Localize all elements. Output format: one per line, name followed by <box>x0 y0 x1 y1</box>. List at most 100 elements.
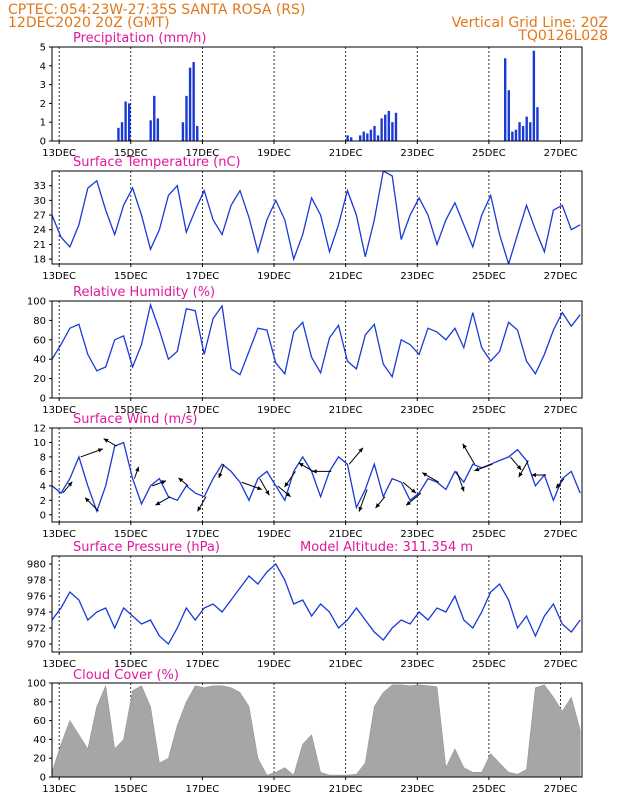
precip-bar <box>525 116 528 141</box>
precip-bar <box>362 131 365 141</box>
precip-bar <box>521 125 525 141</box>
y-tick-label: 80 <box>33 697 46 708</box>
x-tick-label: 13DEC <box>42 529 76 540</box>
pressure-plot <box>52 562 581 646</box>
y-tick-label: 20 <box>33 374 46 385</box>
x-tick-label: 25DEC <box>472 784 506 795</box>
x-tick-label: 19DEC <box>257 405 291 416</box>
x-tick-label: 17DEC <box>186 659 220 670</box>
y-tick-label: 3 <box>40 80 46 91</box>
wind-arrow-head <box>516 465 522 470</box>
y-tick-label: 2 <box>40 496 46 507</box>
x-tick-label: 19DEC <box>257 784 291 795</box>
x-tick-label: 27DEC <box>544 659 578 670</box>
y-tick-label: 978 <box>27 576 46 587</box>
x-tick-label: 15DEC <box>114 529 148 540</box>
y-tick-label: 0 <box>40 394 46 405</box>
wind-arrow-head <box>518 472 523 478</box>
x-tick-label: 19DEC <box>257 271 291 282</box>
precip-bar <box>120 122 124 141</box>
wind-arrow-head <box>161 480 167 485</box>
y-tick-label: 0 <box>40 773 46 784</box>
wind-line <box>52 441 581 514</box>
precip-bar <box>185 95 188 141</box>
x-tick-label: 13DEC <box>42 405 76 416</box>
precip-bar <box>358 135 362 141</box>
wind-arrow-head <box>474 467 480 472</box>
pressure-line <box>52 562 581 646</box>
temperature-line <box>52 171 581 264</box>
precip-bar <box>384 114 387 141</box>
x-tick-label: 13DEC <box>42 148 76 159</box>
wind-plot <box>52 438 581 514</box>
precip-bar <box>529 122 532 141</box>
y-tick-label: 10 <box>33 438 46 449</box>
pressure-frame <box>51 555 583 653</box>
precip-bar <box>127 103 131 141</box>
precip-bar <box>196 125 199 141</box>
precip-bar <box>514 129 518 141</box>
x-tick-label: 23DEC <box>400 529 434 540</box>
x-tick-label: 15DEC <box>114 784 148 795</box>
y-tick-label: 24 <box>33 225 46 236</box>
x-tick-label: 25DEC <box>472 271 506 282</box>
y-tick-label: 33 <box>33 181 46 192</box>
humidity-line <box>52 302 581 379</box>
precip-bar <box>394 112 398 141</box>
wind-arrow-head <box>358 506 363 512</box>
precip-bar <box>156 118 160 141</box>
temperature-title: Surface Temperature (nC) <box>73 155 241 170</box>
x-tick-label: 25DEC <box>472 405 506 416</box>
x-tick-label: 23DEC <box>400 271 434 282</box>
precip-bar <box>387 110 391 141</box>
wind-arrow-head <box>312 469 317 474</box>
cloud-plot <box>52 684 581 777</box>
pressure-title: Surface Pressure (hPa) <box>73 540 220 555</box>
grid-note-label: Vertical Grid Line: 20Z <box>452 15 608 31</box>
x-tick-label: 25DEC <box>472 659 506 670</box>
precip-bar <box>117 127 120 141</box>
x-tick-label: 27DEC <box>544 784 578 795</box>
y-tick-label: 8 <box>40 452 46 463</box>
y-tick-label: 2 <box>40 99 46 110</box>
y-tick-label: 974 <box>27 608 46 619</box>
y-tick-label: 980 <box>27 560 46 571</box>
x-tick-label: 23DEC <box>400 784 434 795</box>
precip-bar <box>346 135 349 141</box>
precip-bar <box>391 122 394 141</box>
run-time-label: 12DEC2020 20Z (GMT) <box>8 15 170 31</box>
precip-bar <box>188 67 192 141</box>
y-tick-label: 972 <box>27 624 46 635</box>
x-tick-label: 27DEC <box>544 405 578 416</box>
x-tick-label: 21DEC <box>329 659 363 670</box>
wind-arrow-head <box>462 443 467 449</box>
wind-arrow-head <box>97 448 103 453</box>
y-tick-label: 40 <box>33 735 46 746</box>
x-tick-label: 17DEC <box>186 529 220 540</box>
y-tick-label: 100 <box>27 297 46 308</box>
y-tick-label: 976 <box>27 592 46 603</box>
precipitation-title: Precipitation (mm/h) <box>73 31 206 46</box>
x-tick-label: 15DEC <box>114 659 148 670</box>
x-tick-label: 17DEC <box>186 148 220 159</box>
cloud-cover-area <box>52 684 581 777</box>
panel-cloud: Cloud Cover (%) 0 20 40 60 80 100 13DEC 15DEC 17D… <box>27 668 583 795</box>
precip-bar <box>350 137 353 141</box>
y-tick-label: 100 <box>27 679 46 690</box>
wind-arrow-head <box>197 506 202 512</box>
temperature-plot <box>52 171 581 264</box>
wind-arrow-head <box>218 473 223 479</box>
wind-arrow-head <box>460 486 465 492</box>
x-tick-label: 23DEC <box>400 405 434 416</box>
humidity-frame <box>51 300 583 399</box>
pressure-subtitle: Model Altitude: 311.354 m <box>300 540 473 555</box>
x-tick-label: 27DEC <box>544 271 578 282</box>
precip-bar <box>518 122 521 141</box>
y-tick-label: 30 <box>33 196 46 207</box>
x-tick-label: 19DEC <box>257 148 291 159</box>
precip-bar <box>366 133 369 141</box>
wind-arrow-head <box>256 485 262 491</box>
humidity-plot <box>52 302 581 379</box>
x-tick-label: 19DEC <box>257 529 291 540</box>
